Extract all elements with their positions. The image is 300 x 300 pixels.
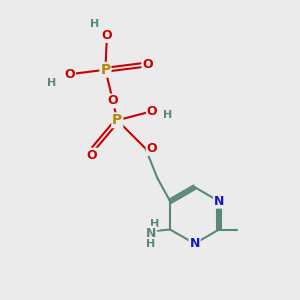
Text: P: P — [100, 63, 110, 77]
Text: O: O — [87, 148, 98, 162]
Text: H: H — [150, 219, 159, 229]
Text: N: N — [214, 195, 224, 208]
Text: H: H — [146, 239, 155, 249]
Text: O: O — [147, 142, 158, 155]
Text: H: H — [90, 19, 99, 29]
Text: O: O — [102, 29, 112, 42]
Text: N: N — [189, 237, 200, 250]
Text: O: O — [147, 105, 158, 118]
Text: P: P — [112, 113, 122, 127]
Text: O: O — [142, 58, 153, 71]
Text: N: N — [146, 226, 156, 240]
Text: O: O — [107, 94, 118, 107]
Text: H: H — [163, 110, 172, 120]
Text: O: O — [64, 68, 75, 81]
Text: H: H — [47, 77, 56, 88]
